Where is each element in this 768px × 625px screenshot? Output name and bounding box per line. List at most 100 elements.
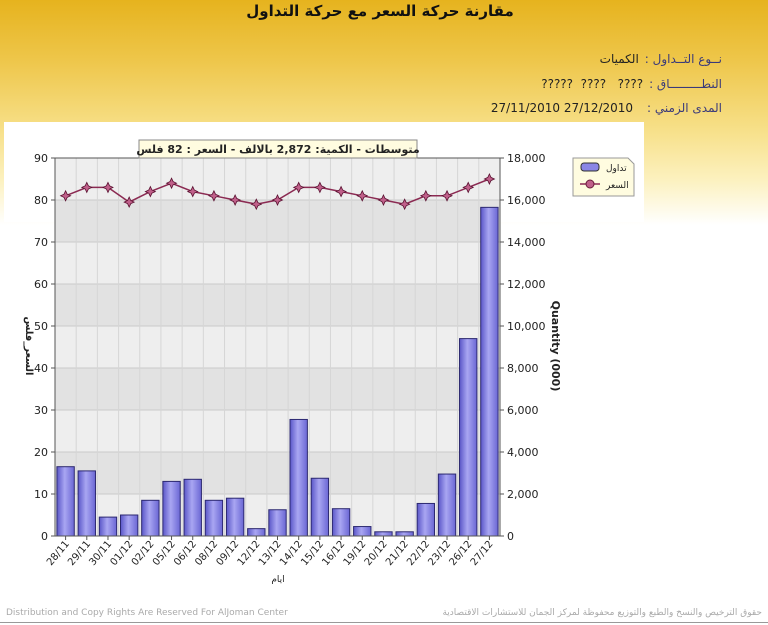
price-point-marker <box>377 194 390 206</box>
y-axis-left-title: السعر_فلس <box>23 317 34 376</box>
right-tick-label: 6,000 <box>507 404 539 417</box>
volume-bar <box>395 531 414 537</box>
volume-bar <box>56 466 75 537</box>
price-point-marker <box>271 194 284 206</box>
left-tick-label: 60 <box>34 278 48 291</box>
x-tick-label: 27/12 <box>469 539 496 568</box>
price-volume-chart: 0 10 20 30 40 50 60 70 80 90 0 2,000 4,000 6,000 8,00… <box>23 139 635 585</box>
period-row: المدى الزمني : 27/12/2010 27/11/2010 <box>491 101 722 115</box>
scope-row: النطـــــــــاق : ???? ???? ????? <box>541 77 722 91</box>
volume-bar <box>204 499 224 537</box>
x-axis-ticks: 28/1129/1130/1101/1202/1205/1206/1208/12… <box>45 536 496 568</box>
right-tick-label: 2,000 <box>507 488 539 501</box>
plot-band <box>55 368 500 410</box>
scope-label: النطـــــــــاق : <box>649 77 722 91</box>
price-point-marker <box>356 189 369 202</box>
volume-bar <box>480 206 499 537</box>
right-tick-label: 18,000 <box>507 152 546 165</box>
price-point-marker <box>144 185 157 198</box>
left-tick-label: 10 <box>34 488 48 501</box>
price-point-marker <box>419 189 432 202</box>
price-point-marker <box>250 198 263 211</box>
trade-type-row: نــوع التــداول : الكميات <box>600 52 722 66</box>
period-label: المدى الزمني : <box>647 101 722 115</box>
price-point-marker <box>229 194 242 206</box>
price-point-marker <box>462 181 475 194</box>
volume-bar <box>353 526 372 537</box>
period-value: 27/12/2010 27/11/2010 <box>490 101 634 115</box>
plot-band <box>55 158 500 200</box>
price-point-marker <box>186 185 199 198</box>
plot-band <box>55 200 500 242</box>
left-tick-label: 0 <box>41 530 48 543</box>
volume-bar <box>225 497 245 537</box>
left-tick-label: 40 <box>34 362 48 375</box>
averages-banner: متوسطات - الكمية: 2,872 بالالف - السعر :… <box>136 139 420 159</box>
y-axis-right-title: Quantity (000) <box>549 301 562 392</box>
plot-band <box>55 452 500 494</box>
trade-type-label: نــوع التــداول : <box>644 52 722 66</box>
page-title: مقارنة حركة السعر مع حركة التداول <box>246 2 514 20</box>
plot-band <box>55 242 500 284</box>
legend-bar-label: تداول <box>606 164 627 174</box>
right-tick-label: 14,000 <box>507 236 546 249</box>
volume-bar <box>77 470 96 537</box>
volume-bar <box>416 502 436 537</box>
left-tick-label: 30 <box>34 404 48 417</box>
right-tick-label: 8,000 <box>507 362 539 375</box>
price-point-marker <box>335 185 348 198</box>
volume-bar <box>119 514 139 537</box>
right-tick-label: 0 <box>507 530 514 543</box>
volume-bar <box>162 480 181 537</box>
footer-copyright-en: Distribution and Copy Rights Are Reserve… <box>6 608 288 618</box>
legend-bar-swatch <box>580 162 600 172</box>
volume-bar <box>331 508 351 537</box>
price-point-marker <box>207 189 220 202</box>
volume-bar <box>98 516 118 537</box>
left-tick-label: 20 <box>34 446 48 459</box>
plot-band <box>55 284 500 326</box>
price-line <box>59 173 496 211</box>
volume-bar <box>247 528 266 537</box>
price-point-marker <box>441 189 453 202</box>
left-axis-ticks: 0 10 20 30 40 50 60 70 80 90 <box>34 152 55 543</box>
right-tick-label: 12,000 <box>507 278 546 291</box>
plot-bands <box>55 158 500 536</box>
x-axis-title: ايام <box>271 575 284 585</box>
left-tick-label: 90 <box>34 152 48 165</box>
scope-value: ???? ???? ????? <box>541 77 644 91</box>
right-tick-label: 4,000 <box>507 446 539 459</box>
footer-copyright-ar: حقوق الترخيص والنسخ والطبع والتوزيع محفو… <box>442 608 762 618</box>
volume-bar <box>437 473 457 537</box>
volume-bar <box>141 499 160 537</box>
legend-line-label: السعر <box>605 181 629 191</box>
right-axis-ticks: 0 2,000 4,000 6,000 8,000 10,000 12,000 14,000 1… <box>500 152 546 543</box>
price-point-marker <box>165 177 178 190</box>
right-tick-label: 10,000 <box>507 320 546 333</box>
grid-lines <box>54 157 501 537</box>
price-point-marker <box>292 181 305 194</box>
legend-line-marker <box>585 179 595 189</box>
left-tick-label: 50 <box>34 320 48 333</box>
volume-bar <box>289 418 308 537</box>
volume-bar <box>183 478 202 537</box>
legend: تداول السعر <box>572 157 635 197</box>
volume-bar <box>310 477 330 537</box>
plot-band <box>55 326 500 368</box>
volume-bar <box>268 509 287 537</box>
price-point-marker <box>483 173 496 185</box>
price-point-marker <box>123 196 136 209</box>
averages-banner-text: متوسطات - الكمية: 2,872 بالالف - السعر :… <box>136 143 419 156</box>
right-tick-label: 16,000 <box>507 194 546 207</box>
price-point-marker <box>398 198 411 211</box>
price-point-marker <box>59 189 72 202</box>
footer-divider <box>0 622 768 623</box>
price-point-marker <box>313 181 326 194</box>
left-tick-label: 80 <box>34 194 48 207</box>
plot-band <box>55 410 500 452</box>
volume-bar <box>374 531 393 537</box>
left-tick-label: 70 <box>34 236 48 249</box>
trade-type-value: الكميات <box>599 52 639 66</box>
volume-bar <box>459 338 478 537</box>
bars <box>56 206 499 537</box>
